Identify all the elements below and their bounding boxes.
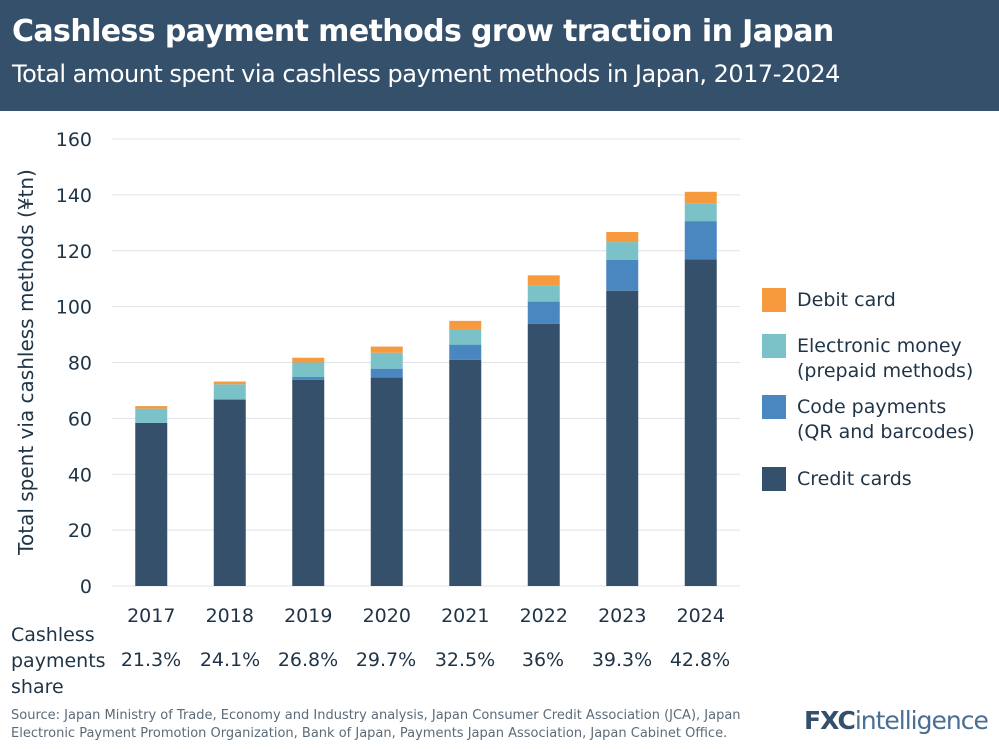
bar-segment	[606, 290, 639, 586]
y-tick-label: 0	[80, 576, 92, 598]
legend-item-electronic-money: Electronic money (prepaid methods)	[762, 334, 973, 384]
chart-subtitle: Total amount spent via cashless payment …	[12, 60, 840, 88]
bar-segment	[684, 203, 717, 222]
bar-segment	[527, 275, 560, 286]
legend-swatch-code-payments	[762, 395, 786, 419]
share-value-2020: 29.7%	[355, 649, 417, 671]
bar-segment	[606, 232, 639, 243]
bar-segment	[135, 408, 168, 423]
share-value-2024: 42.8%	[669, 649, 731, 671]
y-axis-label: Total spent via cashless methods (¥tn)	[14, 169, 38, 556]
share-value-2019: 26.8%	[277, 649, 339, 671]
chart-title: Cashless payment methods grow traction i…	[12, 14, 834, 49]
legend-item-credit-cards: Credit cards	[762, 467, 912, 492]
header-banner: Cashless payment methods grow traction i…	[0, 0, 999, 111]
bar-segment	[135, 406, 168, 409]
y-tick-label: 60	[68, 408, 92, 430]
bar-segment	[449, 344, 482, 360]
bar-segment	[213, 399, 246, 586]
legend-swatch-debit-card	[762, 288, 786, 312]
bar-segment	[527, 285, 560, 302]
bar-segment	[527, 323, 560, 586]
bar-segment	[606, 242, 639, 260]
bar-segment	[370, 352, 403, 369]
share-value-2018: 24.1%	[199, 649, 261, 671]
legend-label-electronic-money: Electronic money (prepaid methods)	[797, 335, 974, 382]
bar-segment	[684, 259, 717, 586]
y-tick-label: 40	[68, 464, 92, 486]
y-tick-label: 20	[68, 520, 92, 542]
x-tick-label: 2018	[206, 605, 254, 627]
bar-segment	[370, 346, 403, 353]
bar-segment	[606, 259, 639, 291]
bar-segment	[292, 357, 325, 363]
bar-segment	[135, 422, 168, 586]
x-tick-label: 2020	[363, 605, 411, 627]
bar-segment	[684, 221, 717, 260]
bar-segment	[213, 381, 246, 385]
y-tick-label: 100	[56, 297, 92, 319]
bar-segment	[449, 320, 482, 330]
legend-item-code-payments: Code payments (QR and barcodes)	[762, 395, 975, 445]
bar-segment	[527, 301, 560, 324]
bar-segment	[292, 379, 325, 586]
legend-swatch-credit-cards	[762, 467, 786, 491]
x-tick-label: 2022	[520, 605, 568, 627]
share-value-2022: 36%	[521, 649, 565, 671]
y-tick-label: 160	[56, 129, 92, 151]
legend-label-debit-card: Debit card	[797, 289, 896, 311]
legend-item-debit-card: Debit card	[762, 288, 896, 313]
bar-segment	[370, 368, 403, 378]
bar-segment	[449, 359, 482, 586]
x-tick-label: 2023	[598, 605, 646, 627]
bar-segment	[292, 377, 325, 380]
y-tick-label: 120	[56, 241, 92, 263]
bar-segment	[370, 377, 403, 586]
legend-label-code-payments: Code payments (QR and barcodes)	[797, 396, 975, 443]
legend-swatch-electronic-money	[762, 334, 786, 358]
fxc-intelligence-logo: FXCintelligence	[804, 706, 989, 735]
share-value-2023: 39.3%	[591, 649, 653, 671]
source-note: Source: Japan Ministry of Trade, Economy…	[11, 708, 741, 741]
bar-segment	[449, 329, 482, 345]
bar-segment	[292, 362, 325, 378]
share-value-2021: 32.5%	[434, 649, 496, 671]
x-tick-label: 2019	[284, 605, 332, 627]
bar-segment	[684, 191, 717, 204]
y-tick-label: 80	[68, 353, 92, 375]
bar-segment	[213, 399, 246, 400]
y-tick-label: 140	[56, 185, 92, 207]
stacked-bar-chart: 0 20 40 60 80 100 120 140 160 Total spent via cas…	[14, 129, 740, 627]
x-tick-label: 2017	[127, 605, 175, 627]
x-tick-label: 2024	[677, 605, 725, 627]
share-value-2017: 21.3%	[120, 649, 182, 671]
share-row-title: Cashless payments share	[11, 624, 106, 698]
bar-segment	[213, 384, 246, 400]
x-tick-label: 2021	[441, 605, 489, 627]
legend-label-credit-cards: Credit cards	[797, 468, 912, 490]
